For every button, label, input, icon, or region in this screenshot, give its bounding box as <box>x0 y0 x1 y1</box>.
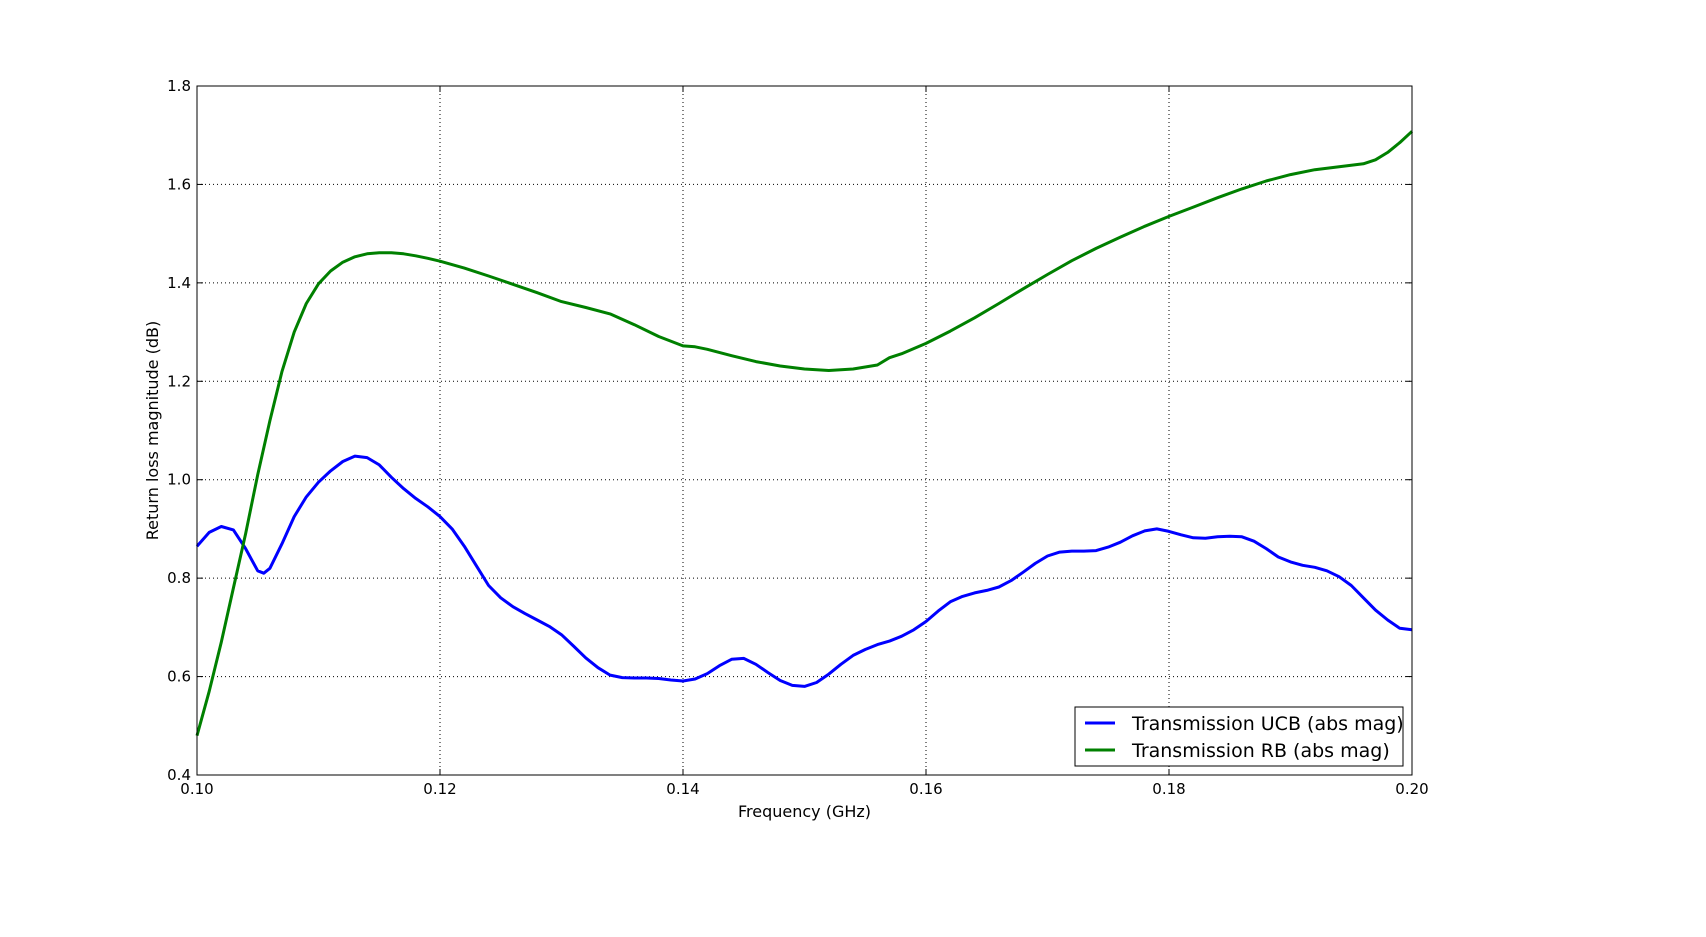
axis-ticks: 0.10 0.12 0.14 0.16 0.18 0.20 0.4 0.6 0.8 1.0 1.2 1… <box>167 77 1429 798</box>
x-tick-label: 0.16 <box>909 780 942 798</box>
legend-box <box>1074 706 1404 767</box>
y-tick-label: 0.6 <box>167 668 191 686</box>
x-tick-label: 0.12 <box>423 780 456 798</box>
x-tick-label: 0.10 <box>180 780 213 798</box>
y-tick-label: 0.8 <box>167 569 191 587</box>
legend-entry-rb: Transmission RB (abs mag) <box>1131 740 1390 762</box>
x-axis-label: Frequency (GHz) <box>738 802 871 821</box>
y-tick-label: 1.6 <box>167 175 191 193</box>
y-tick-label: 1.8 <box>167 77 191 95</box>
grid-lines <box>197 86 1412 775</box>
y-tick-label: 1.2 <box>167 372 191 390</box>
series-lines <box>195 130 1414 736</box>
legend: Transmission UCB (abs mag) Transmission … <box>1074 706 1404 767</box>
x-tick-label: 0.20 <box>1395 780 1428 798</box>
y-tick-label: 1.4 <box>167 274 191 292</box>
y-tick-label: 1.0 <box>167 471 191 489</box>
x-tick-label: 0.18 <box>1152 780 1185 798</box>
y-axis-label: Return loss magnitude (dB) <box>143 321 162 540</box>
legend-entry-ucb: Transmission UCB (abs mag) <box>1131 713 1404 735</box>
y-tick-label: 0.4 <box>167 766 191 784</box>
series-line-rb <box>195 130 1414 736</box>
series-line-ucb <box>195 454 1413 688</box>
x-tick-label: 0.14 <box>666 780 699 798</box>
plot-frame <box>196 85 1413 776</box>
